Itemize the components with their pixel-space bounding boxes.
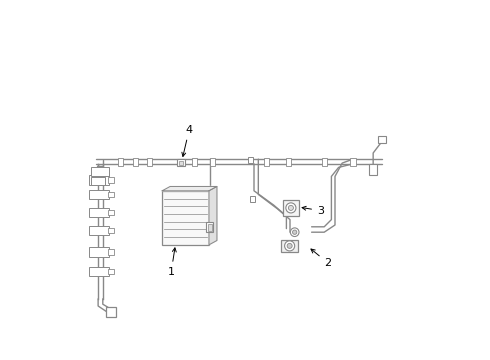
Polygon shape xyxy=(162,186,217,191)
Bar xyxy=(90,208,109,217)
Bar xyxy=(321,158,327,166)
Bar xyxy=(90,175,109,185)
Bar xyxy=(90,247,109,257)
Bar xyxy=(192,158,197,166)
Bar xyxy=(90,190,109,199)
Bar xyxy=(378,136,386,143)
Bar xyxy=(91,177,105,185)
Bar xyxy=(179,161,183,165)
Bar xyxy=(133,158,138,166)
Bar xyxy=(108,249,114,255)
Bar xyxy=(210,158,215,166)
Bar xyxy=(286,158,291,166)
Circle shape xyxy=(291,228,299,237)
Bar xyxy=(147,158,152,166)
Bar xyxy=(281,240,298,252)
Polygon shape xyxy=(209,186,217,245)
Bar xyxy=(264,158,269,166)
Bar xyxy=(369,164,377,175)
Bar xyxy=(108,177,114,183)
Circle shape xyxy=(286,203,296,213)
Bar xyxy=(350,158,356,166)
Text: 1: 1 xyxy=(168,248,176,277)
Bar xyxy=(91,167,109,176)
Circle shape xyxy=(285,241,294,251)
Bar xyxy=(247,157,253,163)
Bar xyxy=(283,200,299,216)
Bar xyxy=(108,210,114,215)
Bar xyxy=(108,228,114,233)
Bar xyxy=(250,196,255,202)
Bar xyxy=(162,191,209,245)
Circle shape xyxy=(287,243,292,248)
Bar xyxy=(90,226,109,235)
Circle shape xyxy=(293,230,297,234)
Bar xyxy=(106,307,116,317)
Bar xyxy=(108,192,114,197)
Circle shape xyxy=(289,205,294,211)
Bar xyxy=(206,222,213,232)
Text: 3: 3 xyxy=(302,206,324,216)
Bar xyxy=(118,158,123,166)
Bar xyxy=(177,159,185,166)
Bar xyxy=(90,267,109,276)
Text: 2: 2 xyxy=(311,249,331,268)
Text: 4: 4 xyxy=(182,125,193,157)
Bar xyxy=(208,224,212,231)
Bar xyxy=(108,269,114,274)
